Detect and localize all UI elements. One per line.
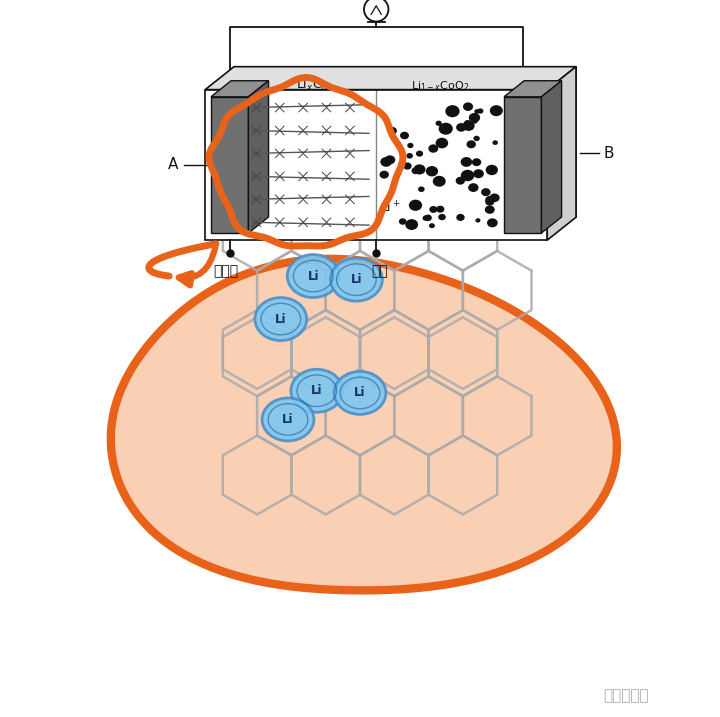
- Text: B: B: [603, 146, 614, 161]
- Ellipse shape: [472, 158, 481, 166]
- Text: Li: Li: [307, 270, 319, 282]
- Ellipse shape: [438, 214, 446, 220]
- Ellipse shape: [408, 143, 413, 148]
- Ellipse shape: [463, 103, 473, 111]
- Text: Li: Li: [275, 313, 287, 326]
- Polygon shape: [211, 97, 248, 233]
- Ellipse shape: [469, 113, 480, 123]
- Ellipse shape: [426, 166, 438, 176]
- Polygon shape: [205, 90, 547, 240]
- Ellipse shape: [399, 218, 407, 224]
- Ellipse shape: [334, 371, 386, 414]
- Ellipse shape: [424, 214, 432, 221]
- Ellipse shape: [255, 298, 307, 341]
- Ellipse shape: [418, 186, 425, 192]
- Ellipse shape: [490, 194, 500, 202]
- Ellipse shape: [380, 157, 392, 167]
- Polygon shape: [541, 81, 562, 233]
- Ellipse shape: [291, 369, 343, 412]
- Ellipse shape: [423, 215, 429, 221]
- Ellipse shape: [490, 105, 503, 116]
- Text: Li$_x$C$_6$: Li$_x$C$_6$: [297, 77, 328, 93]
- Text: Li: Li: [311, 384, 323, 397]
- Polygon shape: [248, 81, 269, 233]
- Polygon shape: [211, 81, 269, 97]
- Polygon shape: [234, 67, 576, 217]
- Polygon shape: [504, 97, 541, 233]
- Ellipse shape: [461, 157, 472, 167]
- Ellipse shape: [330, 258, 382, 301]
- Ellipse shape: [456, 214, 464, 221]
- Polygon shape: [504, 81, 562, 97]
- Ellipse shape: [485, 205, 495, 214]
- Ellipse shape: [406, 153, 413, 158]
- Ellipse shape: [379, 171, 389, 179]
- Ellipse shape: [416, 151, 423, 157]
- Ellipse shape: [462, 120, 474, 131]
- Text: Li: Li: [351, 273, 362, 286]
- Ellipse shape: [445, 105, 459, 118]
- Text: 电解质: 电解质: [214, 264, 238, 278]
- Ellipse shape: [428, 144, 438, 153]
- Ellipse shape: [436, 120, 442, 126]
- Ellipse shape: [262, 398, 314, 441]
- Ellipse shape: [485, 196, 495, 204]
- Ellipse shape: [287, 255, 339, 298]
- Polygon shape: [205, 67, 576, 90]
- Ellipse shape: [477, 108, 483, 114]
- Ellipse shape: [473, 169, 484, 179]
- Ellipse shape: [487, 218, 498, 227]
- Ellipse shape: [474, 109, 480, 114]
- Ellipse shape: [412, 167, 420, 174]
- Ellipse shape: [456, 123, 467, 132]
- Ellipse shape: [468, 183, 479, 192]
- Text: Li: Li: [282, 413, 294, 426]
- Ellipse shape: [403, 163, 412, 170]
- Ellipse shape: [464, 120, 471, 125]
- Ellipse shape: [405, 219, 418, 230]
- Ellipse shape: [400, 132, 409, 139]
- Ellipse shape: [461, 170, 474, 181]
- Ellipse shape: [436, 206, 444, 213]
- Ellipse shape: [467, 141, 476, 148]
- Ellipse shape: [486, 165, 498, 175]
- Ellipse shape: [436, 138, 448, 148]
- Ellipse shape: [413, 164, 426, 174]
- Ellipse shape: [485, 198, 495, 206]
- Ellipse shape: [384, 156, 395, 164]
- Ellipse shape: [474, 136, 480, 141]
- Ellipse shape: [429, 206, 438, 213]
- Ellipse shape: [456, 177, 465, 185]
- Ellipse shape: [472, 119, 477, 123]
- Text: 隔膜: 隔膜: [372, 264, 388, 278]
- Ellipse shape: [433, 176, 446, 186]
- Polygon shape: [547, 67, 576, 240]
- Ellipse shape: [388, 127, 397, 135]
- Ellipse shape: [492, 141, 498, 145]
- Text: Li$^+$: Li$^+$: [380, 200, 400, 216]
- Circle shape: [364, 0, 389, 22]
- Ellipse shape: [409, 199, 422, 211]
- Ellipse shape: [481, 188, 490, 196]
- Ellipse shape: [438, 123, 453, 135]
- Text: A: A: [168, 158, 178, 172]
- Ellipse shape: [429, 223, 435, 228]
- Text: Li$_{1-x}$CoO$_2$: Li$_{1-x}$CoO$_2$: [411, 80, 469, 93]
- Text: 化学小屋屋: 化学小屋屋: [603, 688, 649, 703]
- Text: Li: Li: [354, 386, 366, 399]
- Ellipse shape: [475, 218, 480, 222]
- Polygon shape: [111, 259, 617, 590]
